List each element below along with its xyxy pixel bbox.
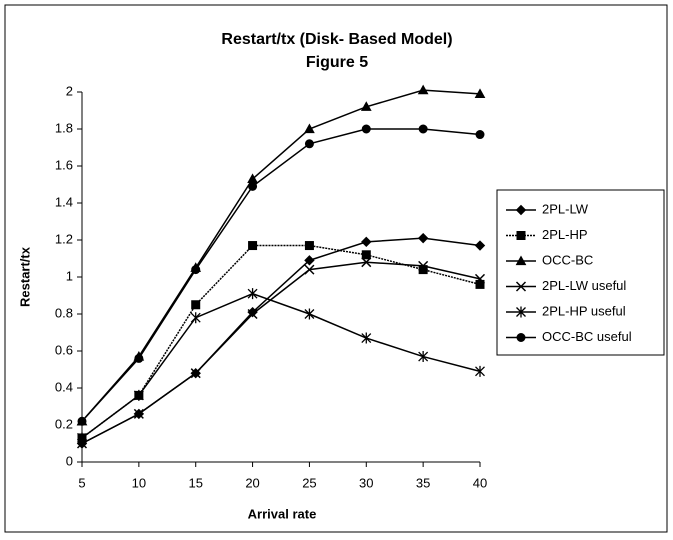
series-line: [81, 89, 481, 422]
y-tick-label: 0.2: [55, 416, 73, 431]
series-line: [81, 292, 481, 439]
series-line: [81, 128, 481, 422]
chart-title: Restart/tx (Disk- Based Model): [221, 31, 452, 48]
legend-label: 2PL-HP: [542, 227, 588, 242]
marker: [515, 255, 527, 266]
marker: [304, 241, 314, 251]
chart-frame: [4, 4, 668, 533]
marker: [77, 416, 87, 426]
x-tick-label: 30: [359, 475, 373, 490]
series-line: [81, 261, 481, 445]
marker: [418, 351, 429, 363]
marker: [475, 130, 485, 140]
marker: [515, 281, 527, 292]
legend-label: 2PL-LW useful: [542, 278, 626, 293]
y-tick-label: 0.6: [55, 342, 73, 357]
marker: [361, 257, 372, 268]
x-tick-label: 10: [132, 475, 146, 490]
marker: [248, 241, 258, 251]
legend-label: OCC-BC: [542, 252, 593, 267]
marker: [361, 250, 371, 260]
legend-label: OCC-BC useful: [542, 329, 632, 344]
y-tick-label: 1.2: [55, 231, 73, 246]
y-axis-label: Restart/tx: [17, 246, 32, 307]
marker: [516, 231, 526, 240]
marker: [361, 124, 371, 134]
marker: [304, 139, 314, 149]
marker: [247, 288, 258, 300]
marker: [191, 300, 201, 310]
marker: [304, 255, 315, 266]
marker: [134, 353, 144, 363]
marker: [474, 240, 486, 251]
x-tick-label: 40: [473, 475, 487, 490]
y-tick-label: 1.8: [55, 120, 73, 135]
marker: [360, 101, 372, 111]
x-tick-label: 5: [78, 475, 85, 490]
x-tick-label: 35: [416, 475, 430, 490]
legend-label: 2PL-LW: [542, 201, 589, 216]
marker: [474, 273, 486, 284]
marker: [475, 279, 485, 289]
marker: [417, 84, 429, 95]
marker: [304, 123, 315, 134]
marker: [248, 181, 258, 191]
marker: [516, 306, 526, 318]
marker: [191, 265, 201, 275]
marker: [247, 308, 258, 320]
y-tick-label: 1.4: [55, 194, 73, 209]
marker: [418, 124, 428, 134]
marker: [304, 264, 315, 275]
marker: [361, 332, 372, 344]
x-tick-label: 25: [302, 475, 316, 490]
y-tick-label: 0.4: [55, 379, 73, 394]
marker: [361, 236, 372, 248]
marker: [417, 232, 429, 244]
marker: [77, 432, 87, 444]
y-tick-label: 0.8: [55, 305, 73, 320]
y-tick-label: 0: [66, 453, 73, 468]
marker: [133, 408, 144, 419]
y-tick-label: 2: [66, 83, 73, 98]
y-tick-label: 1: [66, 268, 73, 283]
marker: [475, 365, 485, 377]
marker: [516, 333, 526, 342]
marker: [418, 260, 429, 271]
series-line: [81, 244, 481, 439]
x-axis-label: Arrival rate: [248, 506, 317, 521]
marker: [190, 368, 201, 379]
marker: [190, 312, 201, 324]
x-tick-label: 20: [245, 475, 259, 490]
x-tick-label: 15: [188, 475, 202, 490]
marker: [515, 204, 527, 216]
y-tick-label: 1.6: [55, 157, 73, 172]
marker: [474, 88, 486, 98]
chart-subtitle: Figure 5: [306, 54, 368, 71]
marker: [304, 308, 315, 320]
legend-label: 2PL-HP useful: [542, 303, 626, 318]
marker: [133, 389, 144, 401]
legend-box: [496, 189, 665, 356]
